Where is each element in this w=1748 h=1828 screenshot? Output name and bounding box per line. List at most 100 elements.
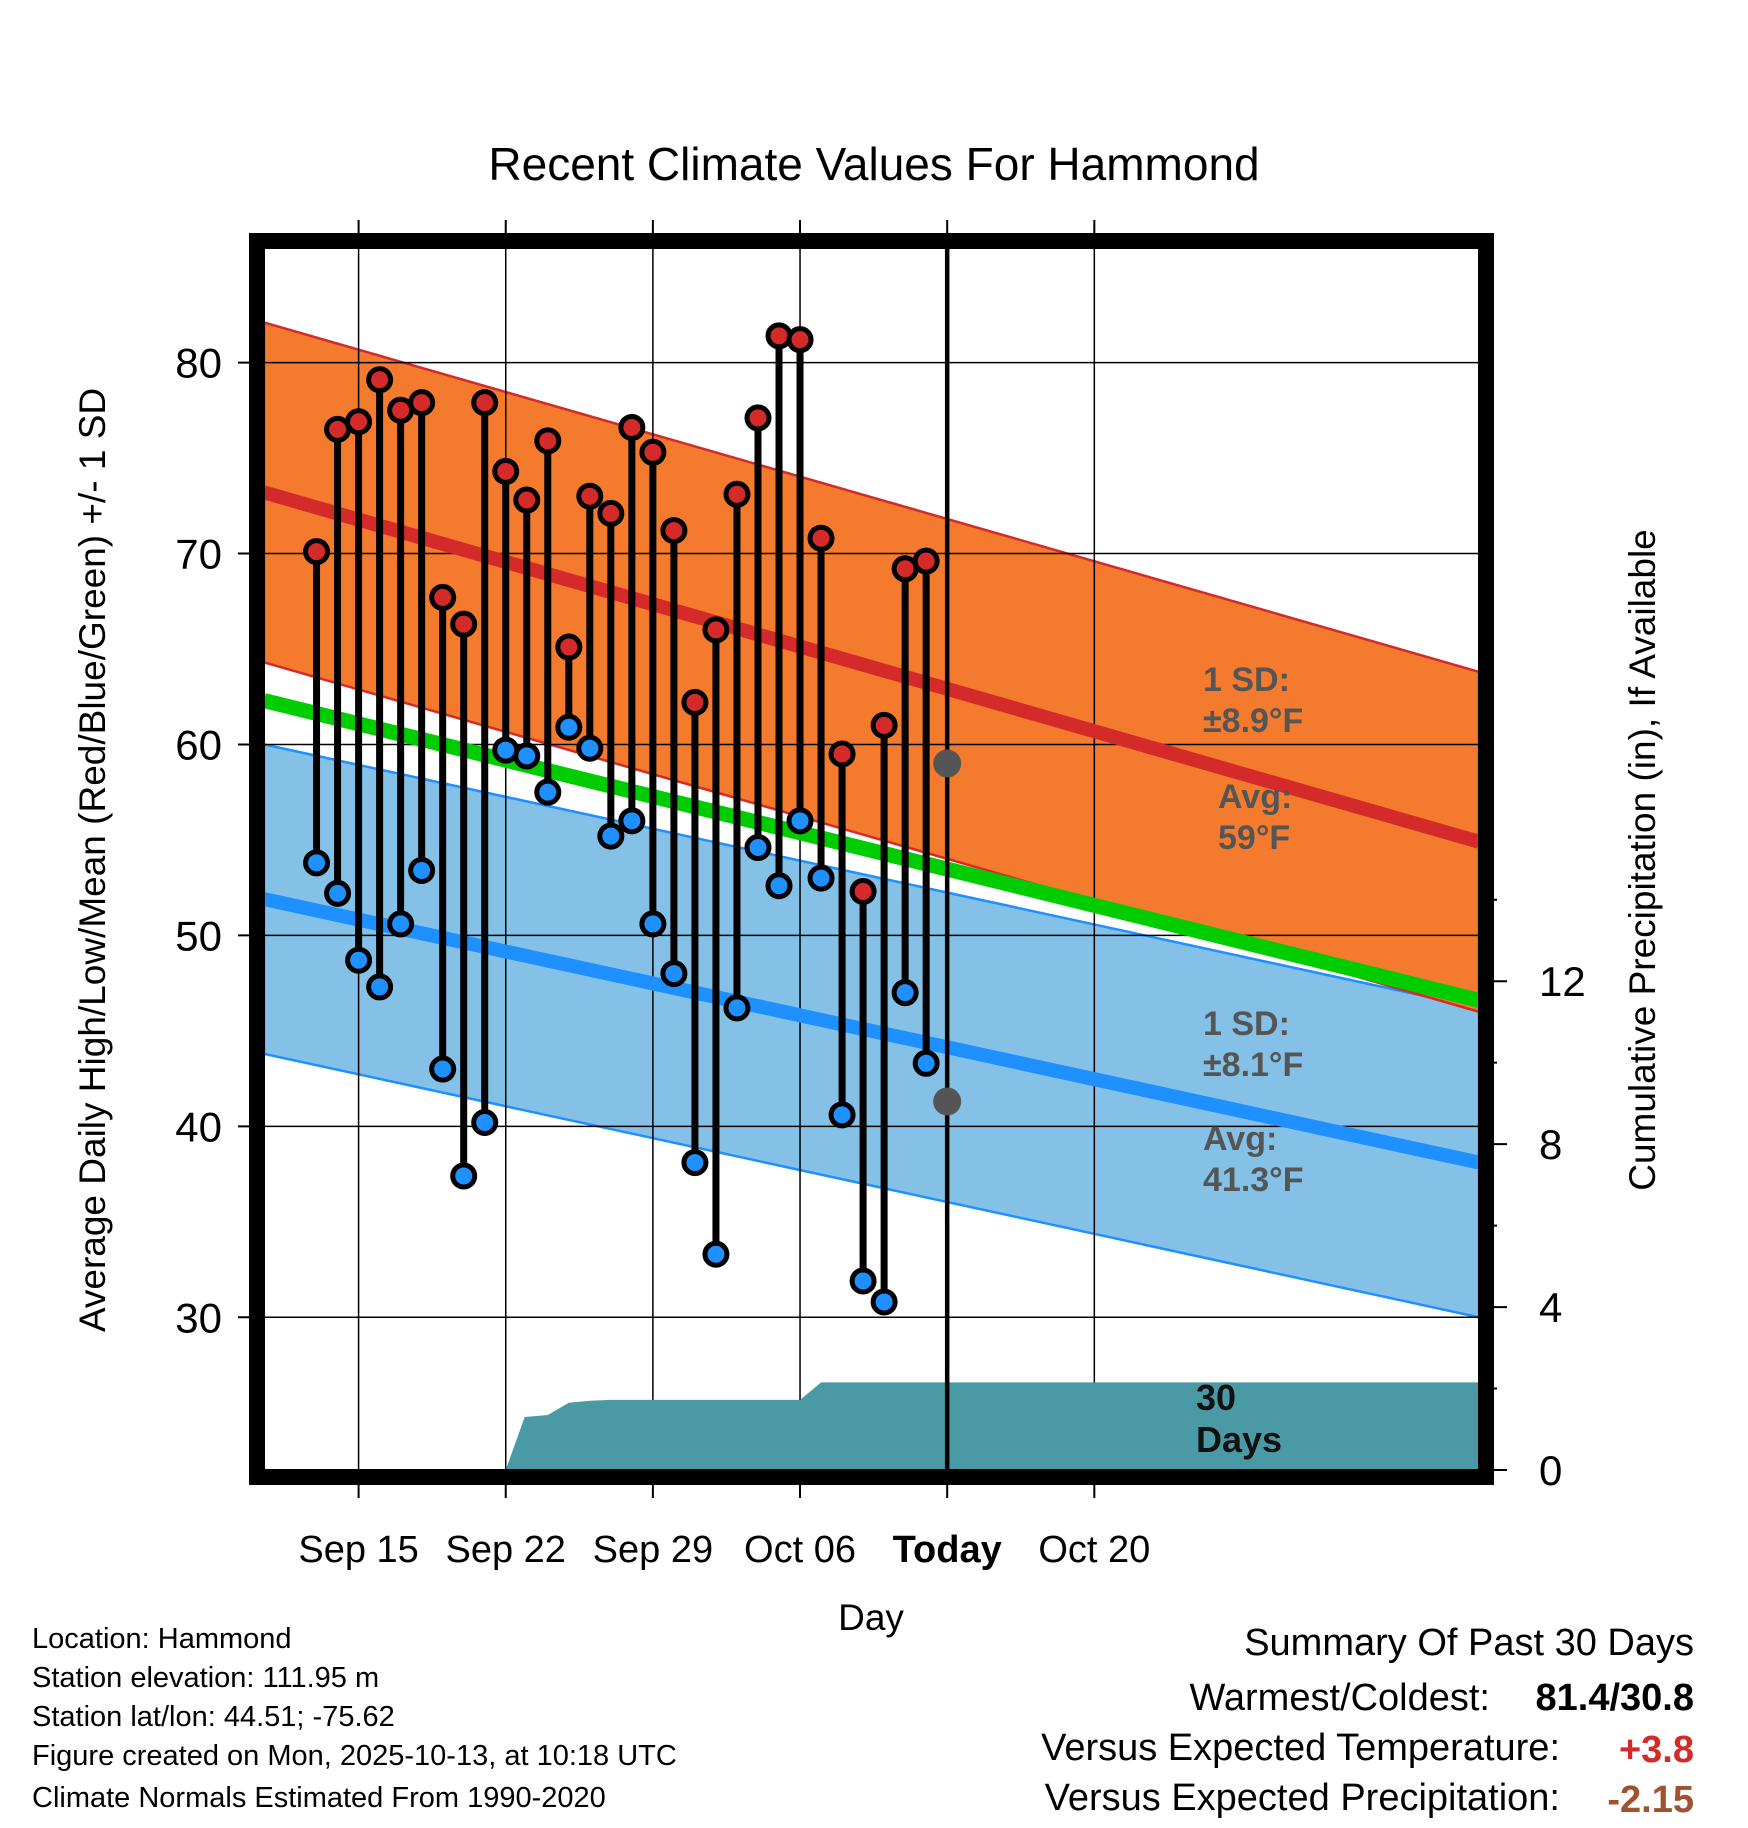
y-tick-label: 80 [175, 340, 222, 387]
x-tick-label: Oct 20 [1038, 1529, 1150, 1571]
y2-tick-label: 12 [1539, 958, 1586, 1005]
daily-marks [303, 322, 962, 1316]
low-avg-marker [933, 1087, 962, 1116]
precip-anomaly-label: Versus Expected Precipitation: [1045, 1777, 1560, 1819]
summary-title: Summary Of Past 30 Days [1244, 1622, 1694, 1664]
days-label-line2: Days [1196, 1419, 1282, 1460]
high-avg-value: 59°F [1218, 819, 1290, 857]
y-tick-label: 40 [175, 1103, 222, 1150]
daily-low-point [870, 1288, 898, 1316]
daily-high-point [303, 538, 331, 566]
daily-low-point [618, 807, 646, 835]
daily-high-point [534, 427, 562, 455]
low-avg-title: Avg: [1203, 1120, 1277, 1158]
daily-low-point [723, 994, 751, 1022]
daily-high-point [513, 486, 541, 514]
daily-low-point [807, 864, 835, 892]
days-label-line1: 30 [1196, 1377, 1236, 1418]
daily-low-point [408, 856, 436, 884]
y2-axis-title: Cumulative Precipitation (in), If Availa… [1622, 529, 1663, 1191]
daily-high-point [366, 366, 394, 394]
daily-low-point [303, 849, 331, 877]
daily-low-point [702, 1240, 730, 1268]
daily-low-point [513, 742, 541, 770]
daily-high-point [471, 389, 499, 417]
y2-tick-label: 8 [1539, 1121, 1562, 1168]
axes: 30 40 50 60 70 80 0 4 8 12 Sep 15 Sep 22 Sep 29 Oct 0… [175, 220, 1586, 1571]
daily-low-point [450, 1162, 478, 1190]
daily-low-point [891, 979, 919, 1007]
daily-low-point [576, 734, 604, 762]
info-latlon: Station lat/lon: 44.51; -75.62 [32, 1701, 395, 1733]
daily-high-point [555, 633, 583, 661]
info-location: Location: Hammond [32, 1623, 292, 1655]
precip-anomaly-value: -2.15 [1607, 1779, 1694, 1821]
y2-tick-label: 4 [1539, 1284, 1562, 1331]
temp-anomaly-label: Versus Expected Temperature: [1041, 1727, 1560, 1769]
daily-high-point [702, 616, 730, 644]
daily-high-point [807, 524, 835, 552]
plot-area [264, 248, 1479, 1470]
y-tick-label: 50 [175, 912, 222, 959]
daily-high-point [870, 711, 898, 739]
daily-high-point [681, 688, 709, 716]
info-created: Figure created on Mon, 2025-10-13, at 10… [32, 1740, 677, 1772]
info-elevation: Station elevation: 111.95 m [32, 1662, 379, 1694]
daily-high-point [660, 517, 688, 545]
daily-low-point [555, 713, 583, 741]
daily-high-point [408, 389, 436, 417]
daily-low-point [828, 1101, 856, 1129]
temp-anomaly-value: +3.8 [1619, 1729, 1694, 1771]
x-tick-label: Today [893, 1529, 1002, 1571]
x-axis-title: Day [838, 1597, 904, 1638]
chart-title: Recent Climate Values For Hammond [488, 138, 1259, 190]
daily-high-point [345, 408, 373, 436]
daily-high-point [576, 482, 604, 510]
daily-high-point [639, 438, 667, 466]
info-normals: Climate Normals Estimated From 1990-2020 [32, 1782, 606, 1814]
daily-high-point [786, 326, 814, 354]
high-avg-title: Avg: [1218, 778, 1292, 816]
daily-high-point [450, 610, 478, 638]
daily-low-point [366, 973, 394, 1001]
summary-panel: Summary Of Past 30 Days Warmest/Coldest:… [1041, 1622, 1694, 1821]
daily-low-point [429, 1055, 457, 1083]
daily-high-point [723, 480, 751, 508]
y2-tick-label: 0 [1539, 1447, 1562, 1494]
daily-low-point [849, 1267, 877, 1295]
daily-high-point [492, 457, 520, 485]
daily-low-point [471, 1108, 499, 1136]
high-sd-title: 1 SD: [1203, 661, 1290, 699]
daily-high-point [744, 404, 772, 432]
x-tick-label: Sep 22 [446, 1529, 566, 1571]
daily-high-point [618, 413, 646, 441]
high-sd-value: ±8.9°F [1203, 702, 1303, 740]
daily-high-point [849, 877, 877, 905]
y-axis-title: Average Daily High/Low/Mean (Red/Blue/Gr… [72, 388, 113, 1332]
daily-high-point [828, 740, 856, 768]
daily-low-point [534, 778, 562, 806]
y-tick-label: 60 [175, 721, 222, 768]
daily-low-point [345, 946, 373, 974]
x-tick-label: Oct 06 [744, 1529, 856, 1571]
high-avg-marker [933, 749, 962, 778]
y-tick-label: 70 [175, 531, 222, 578]
y-tick-label: 30 [175, 1294, 222, 1341]
annotations: 1 SD: ±8.9°F Avg: 59°F 1 SD: ±8.1°F Avg:… [1196, 661, 1304, 1460]
station-info: Location: Hammond Station elevation: 111… [32, 1623, 677, 1814]
warmest-value: 81.4/30.8 [1536, 1677, 1694, 1719]
daily-low-point [744, 834, 772, 862]
daily-low-point [597, 822, 625, 850]
low-sd-title: 1 SD: [1203, 1005, 1290, 1043]
daily-low-point [786, 807, 814, 835]
daily-high-point [912, 547, 940, 575]
daily-low-point [639, 910, 667, 938]
daily-high-point [765, 322, 793, 350]
daily-low-point [912, 1049, 940, 1077]
x-tick-label: Sep 15 [298, 1529, 418, 1571]
daily-low-point [765, 872, 793, 900]
low-avg-value: 41.3°F [1203, 1161, 1304, 1199]
plot-frame [249, 233, 1494, 1485]
x-tick-label: Sep 29 [593, 1529, 713, 1571]
